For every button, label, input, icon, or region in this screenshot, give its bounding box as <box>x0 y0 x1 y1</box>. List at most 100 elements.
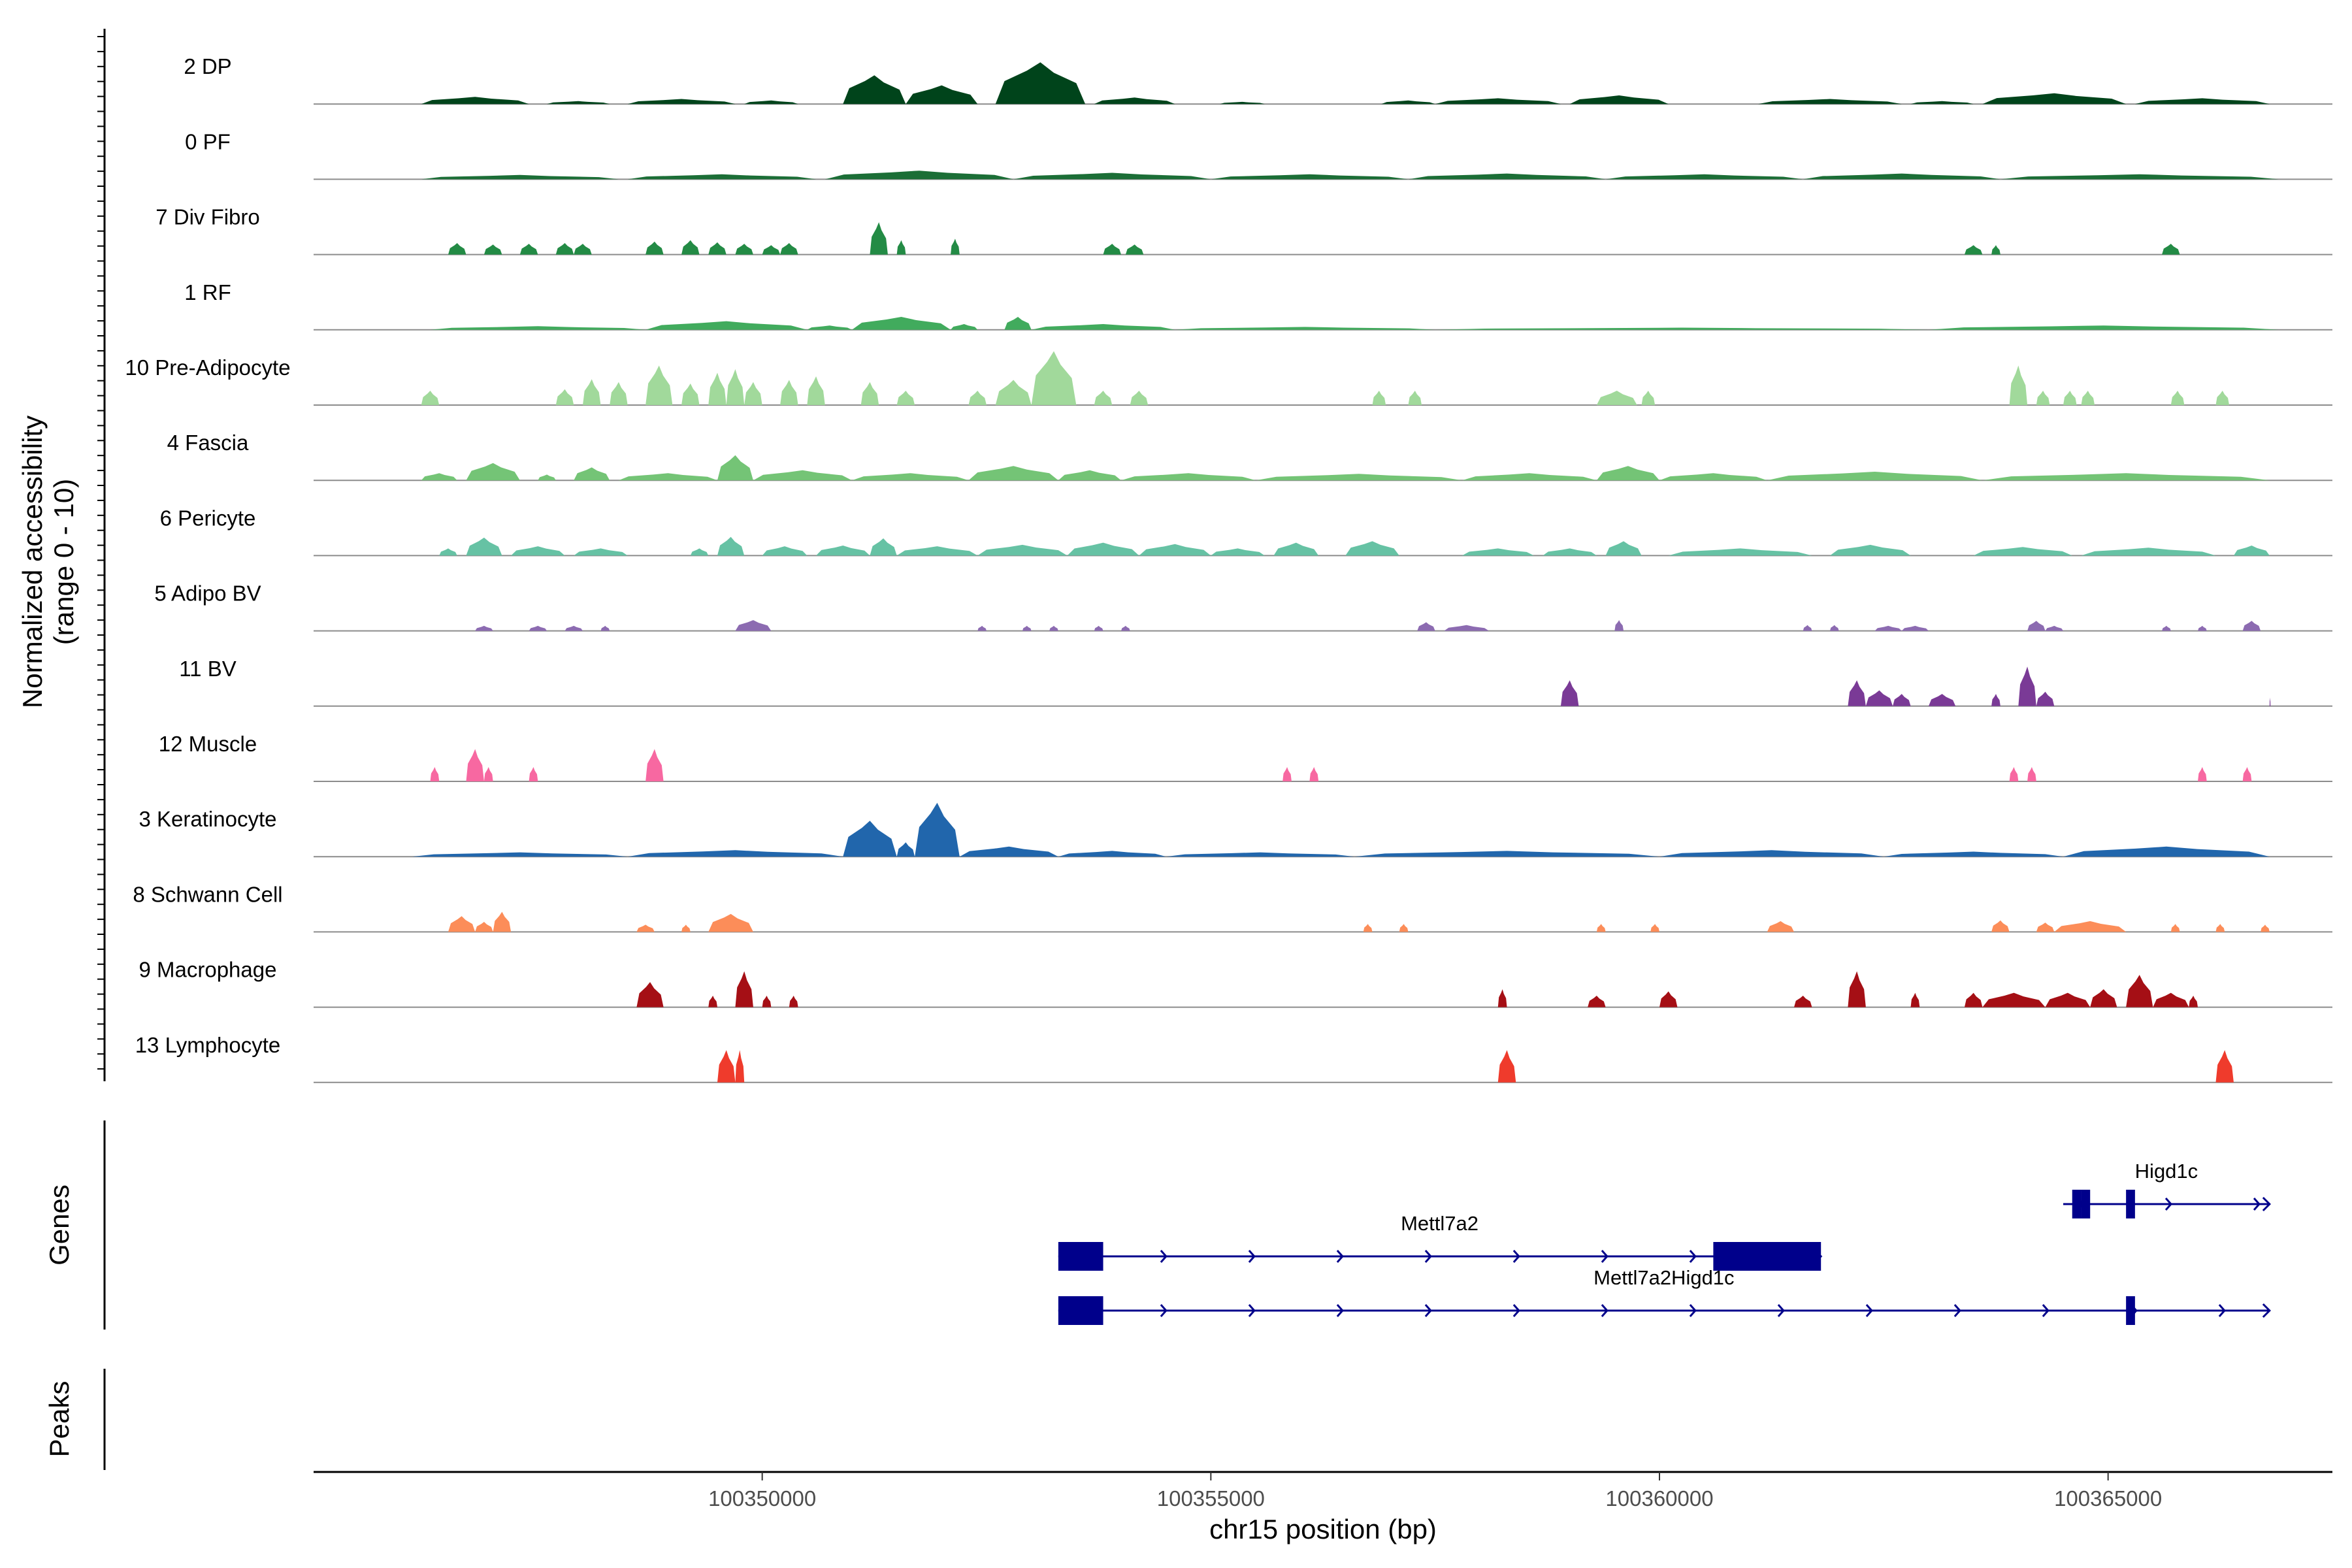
coverage-peak <box>807 325 852 330</box>
gene-mettl7a2higd1c: Mettl7a2Higd1c <box>1058 1266 2271 1325</box>
y-axis-title: Normalized accessibility <box>17 416 48 708</box>
strand-arrow <box>1160 1250 1168 1263</box>
coverage-peak <box>995 62 1086 105</box>
coverage-peak <box>2162 625 2171 631</box>
track-7: 6 Pericyte <box>160 506 2332 557</box>
coverage-peak <box>547 101 610 105</box>
coverage-peak <box>1982 992 2046 1007</box>
track-13: 9 Macrophage <box>139 958 2332 1008</box>
coverage-peak <box>412 852 628 857</box>
coverage-peak <box>627 850 843 857</box>
x-tick-label: 100360000 <box>1605 1486 1713 1511</box>
coverage-peak <box>645 241 664 255</box>
coverage-tracks: 2 DP 0 PF 7 Div Fibro 1 RF 10 Pre-Adipocyte 4… <box>125 54 2332 1083</box>
coverage-peak <box>762 996 772 1007</box>
coverage-peak <box>538 474 556 481</box>
track-5: 10 Pre-Adipocyte <box>125 351 2332 406</box>
coverage-peak <box>951 238 960 255</box>
coverage-peak <box>2153 992 2189 1007</box>
coverage-peak <box>1444 625 1490 631</box>
coverage-peak <box>2162 244 2180 255</box>
coverage-y-ticks <box>97 36 105 1070</box>
coverage-peak <box>1893 694 1911 706</box>
coverage-peak <box>762 245 781 255</box>
coverage-peak <box>959 846 1058 857</box>
strand-arrow <box>2218 1304 2226 1317</box>
gene-exon <box>1058 1242 1103 1271</box>
coverage-peak <box>780 243 798 255</box>
coverage-peak <box>1363 924 1373 932</box>
coverage-peak <box>1605 541 1642 556</box>
gene-label: Higd1c <box>2135 1160 2198 1183</box>
coverage-peak <box>1803 625 1812 631</box>
coverage-peak <box>1596 466 1659 481</box>
coverage-peak <box>860 382 879 405</box>
coverage-peak <box>2036 691 2055 706</box>
coverage-peak <box>1901 625 1929 631</box>
coverage-peak <box>555 389 574 405</box>
coverage-peak <box>636 924 655 932</box>
strand-arrow <box>2262 1303 2271 1318</box>
coverage-peak <box>483 767 493 781</box>
coverage-peak <box>2081 391 2095 405</box>
coverage-peak <box>2189 996 2198 1007</box>
x-tick-label: 100365000 <box>2054 1486 2162 1511</box>
coverage-peak <box>708 372 727 405</box>
track-label: 11 BV <box>179 657 236 681</box>
coverage-peak <box>977 625 987 631</box>
coverage-peak <box>475 625 493 631</box>
y-axis-subtitle: (range 0 - 10) <box>48 479 79 645</box>
coverage-peak <box>1973 547 2072 556</box>
coverage-peak <box>645 321 808 330</box>
coverage-peak <box>977 544 1068 556</box>
coverage-peak <box>870 222 888 255</box>
track-3: 7 Div Fibro <box>155 205 2332 255</box>
coverage-peak <box>744 100 798 105</box>
coverage-peak <box>717 536 745 556</box>
coverage-peak <box>2242 767 2252 781</box>
gene-mettl7a2: Mettl7a2 <box>1058 1212 1823 1271</box>
track-14: 13 Lymphocyte <box>135 1033 2332 1083</box>
coverage-peak <box>1767 472 1983 481</box>
track-label: 7 Div Fibro <box>155 205 260 229</box>
coverage-peak <box>1345 541 1399 556</box>
coverage-peak <box>708 996 717 1007</box>
coverage-peak <box>1435 327 1929 330</box>
coverage-peak <box>555 243 574 255</box>
coverage-peak <box>1166 852 1355 857</box>
coverage-peak <box>717 455 753 481</box>
coverage-peak <box>2261 924 2270 932</box>
coverage-peak <box>789 996 798 1007</box>
coverage-peak <box>1309 767 1319 781</box>
track-1: 2 DP <box>184 54 2332 105</box>
coverage-peak <box>466 537 502 556</box>
coverage-peak <box>2126 975 2153 1007</box>
coverage-peak <box>1256 474 1462 481</box>
coverage-peak <box>1910 992 1920 1007</box>
gene-exon <box>2126 1296 2135 1325</box>
track-label: 0 PF <box>185 129 231 154</box>
coverage-peak <box>1121 473 1256 481</box>
track-6: 4 Fascia <box>167 431 2332 482</box>
coverage-peak <box>852 473 969 481</box>
coverage-peak <box>906 85 978 105</box>
coverage-peak <box>2198 767 2207 781</box>
strand-arrow <box>1777 1304 1785 1317</box>
coverage-peak <box>1964 245 1983 255</box>
coverage-peak <box>843 75 906 105</box>
strand-arrow <box>1336 1250 1344 1263</box>
x-tick-label: 100350000 <box>708 1486 816 1511</box>
coverage-peak <box>968 466 1058 481</box>
coverage-peak <box>618 473 717 481</box>
coverage-peak <box>448 243 466 255</box>
coverage-peak <box>2036 923 2055 932</box>
gene-exon <box>1713 1242 1821 1271</box>
coverage-peak <box>430 326 646 330</box>
coverage-peak <box>2170 924 2180 932</box>
coverage-peak <box>726 369 745 405</box>
strand-arrow <box>1953 1304 1961 1317</box>
coverage-peak <box>896 391 915 405</box>
coverage-peak <box>1991 694 2001 706</box>
coverage-peak <box>2018 666 2036 706</box>
track-8: 5 Adipo BV <box>154 581 2332 632</box>
